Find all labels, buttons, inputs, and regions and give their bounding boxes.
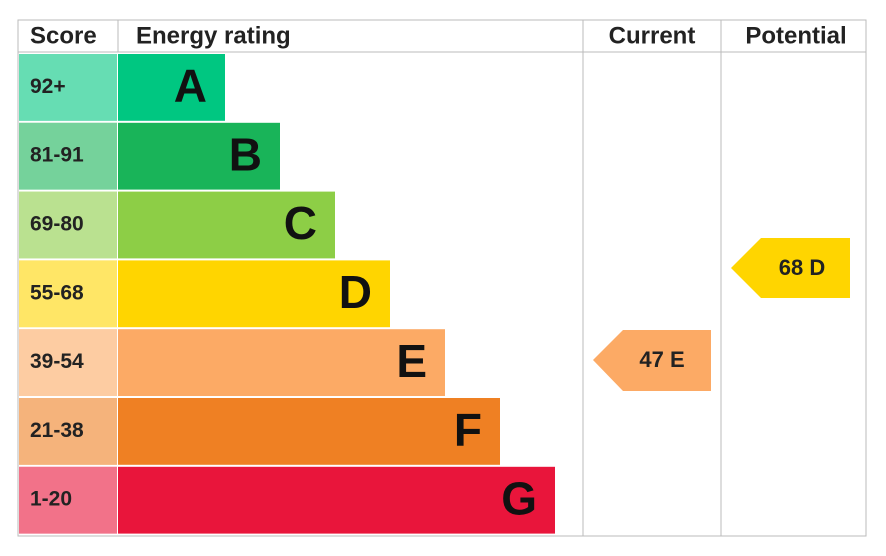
potential-arrow — [731, 238, 850, 298]
score-cell — [19, 466, 117, 534]
score-label: 81-91 — [30, 144, 84, 167]
band-bar — [118, 191, 335, 259]
band-bar — [118, 466, 555, 534]
score-cell — [19, 329, 117, 396]
band-letter: E — [396, 335, 427, 387]
bands: 92+ A 81-91 B 69-80 C 55-68 D 39-54 E 21-38 F 1-20 G — [19, 54, 555, 534]
score-cell — [19, 54, 117, 121]
score-tint — [19, 466, 117, 534]
score-tint — [19, 260, 117, 328]
current-label: 47 E — [639, 347, 684, 372]
band-letter: G — [501, 472, 537, 524]
score-label: 69-80 — [30, 213, 84, 236]
header-current: Current — [609, 22, 696, 49]
band-bar — [118, 398, 500, 465]
band-letter: B — [229, 128, 262, 180]
score-label: 39-54 — [30, 350, 84, 373]
score-cell — [19, 191, 117, 259]
score-tint — [19, 191, 117, 259]
score-cell — [19, 260, 117, 328]
band-letter: A — [174, 60, 207, 112]
header-rating: Energy rating — [136, 22, 291, 49]
band-bar — [118, 329, 445, 396]
score-tint — [19, 54, 117, 121]
score-label: 21-38 — [30, 419, 84, 442]
header-potential: Potential — [745, 22, 846, 49]
band-letter: D — [339, 266, 372, 318]
score-tint — [19, 329, 117, 396]
band-letter: C — [284, 197, 317, 249]
score-label: 55-68 — [30, 281, 84, 304]
score-label: 92+ — [30, 75, 66, 98]
band-bar — [118, 54, 225, 121]
band-bar — [118, 260, 390, 328]
score-cell — [19, 398, 117, 465]
score-cell — [19, 122, 117, 190]
header-score: Score — [30, 22, 97, 49]
current-arrow — [593, 330, 711, 391]
potential-label: 68 D — [779, 255, 825, 280]
band-letter: F — [454, 404, 482, 456]
score-tint — [19, 122, 117, 190]
score-tint — [19, 398, 117, 465]
band-bar — [118, 122, 280, 190]
score-label: 1-20 — [30, 488, 72, 511]
